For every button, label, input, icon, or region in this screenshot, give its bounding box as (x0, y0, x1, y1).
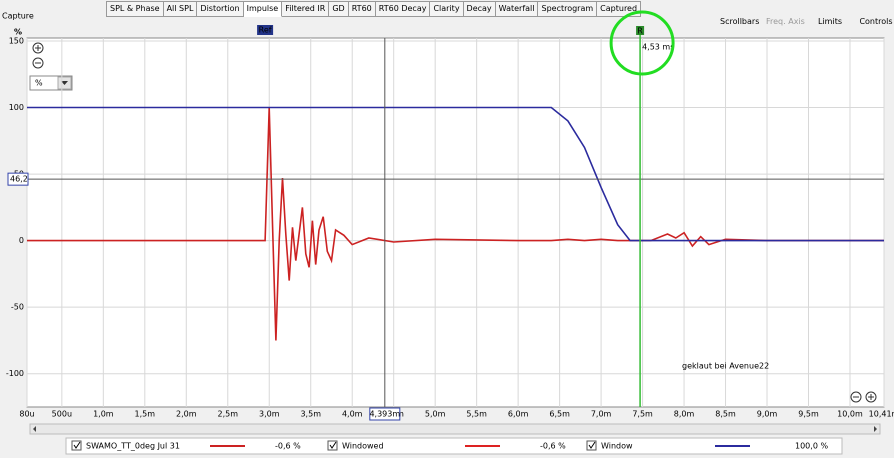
y-tick-label: -50 (11, 303, 24, 312)
tab[interactable]: RT60 (348, 1, 376, 17)
x-tick-label: 4,0m (342, 410, 363, 419)
toolbar-button[interactable]: Limits (818, 17, 842, 26)
tab[interactable]: Spectrogram (538, 1, 598, 17)
watermark: geklaut bei Avenue22 (682, 362, 769, 371)
window-marker-label: R (637, 27, 643, 36)
tab[interactable]: Impulse (243, 1, 283, 17)
legend (65, 437, 843, 455)
legend-checkbox[interactable] (586, 440, 597, 451)
plot-area (26, 37, 885, 408)
legend-checkbox[interactable] (71, 440, 82, 451)
legend-check (588, 441, 596, 449)
y-tick-label: 0 (19, 236, 24, 245)
tab[interactable]: GD (329, 1, 349, 17)
x-tick-label: 8,0m (674, 410, 695, 419)
x-tick-label: 10,41m (869, 410, 894, 419)
x-tick-label: 7,5m (632, 410, 653, 419)
tab[interactable]: Filtered IR (282, 1, 330, 17)
x-tick-label: 5,5m (466, 410, 487, 419)
ref-marker-label: Ref (259, 26, 272, 35)
tab[interactable]: Distortion (197, 1, 244, 17)
cursor-x-box (369, 407, 401, 421)
x-tick-label: 7,0m (591, 410, 612, 419)
y-tick-label: 100 (9, 103, 24, 112)
x-tick-label: 3,0m (259, 410, 280, 419)
highlight-circle (609, 10, 675, 76)
tab[interactable]: RT60 Decay (375, 1, 431, 17)
tab[interactable]: Clarity (430, 1, 464, 17)
x-tick-label: 1,0m (93, 410, 114, 419)
x-tick-label: 6,0m (508, 410, 529, 419)
legend-check (329, 441, 337, 449)
capture-label: Capture (2, 12, 34, 21)
zoom-in-icon (35, 45, 41, 51)
legend-value: 100,0 % (795, 442, 828, 451)
x-tick-label: 9,5m (798, 410, 819, 419)
y-axis-label: % (14, 28, 22, 37)
x-tick-label: 10,0m (837, 410, 863, 419)
x-tick-label: 500u (52, 410, 72, 419)
legend-value: -0,6 % (540, 442, 566, 451)
window-marker-annotation: 4,53 ms (642, 43, 674, 52)
scroll-right[interactable] (874, 426, 877, 432)
series-line (27, 106, 884, 242)
unit-dropdown-value: % (35, 79, 43, 88)
toolbar: Scrollbars Freq. Axis Limits Controls (720, 0, 894, 26)
x-tick-label: 8,5m (715, 410, 736, 419)
x-zoom-in-icon (868, 394, 874, 400)
toolbar-button[interactable]: Scrollbars (720, 17, 760, 26)
toolbar-button[interactable]: Controls (859, 17, 893, 26)
window-marker-handle (636, 26, 645, 35)
tab[interactable]: Waterfall (495, 1, 539, 17)
x-tick-label: 2,0m (176, 410, 197, 419)
series-line (27, 107, 884, 341)
scroll-left[interactable] (33, 426, 36, 432)
x-tick-label: 9,0m (757, 410, 778, 419)
tab[interactable]: SPL & Phase (106, 1, 164, 17)
cursor-y-box (7, 172, 29, 186)
x-tick-label: 80u (19, 410, 34, 419)
toolbar-button[interactable]: Freq. Axis (766, 17, 805, 26)
legend-name: Window (601, 442, 633, 451)
scrollbar[interactable] (29, 423, 881, 435)
x-tick-label: 6,5m (549, 410, 570, 419)
x-tick-label: 2,5m (218, 410, 239, 419)
x-tick-label: 3,5m (300, 410, 321, 419)
cursor-x-label: 4,393m (369, 410, 400, 419)
cursor-y-label: 46,2 (10, 175, 28, 184)
x-tick-label: 1,5m (135, 410, 156, 419)
legend-checkbox[interactable] (327, 440, 338, 451)
ref-marker (257, 25, 274, 35)
legend-value: -0,6 % (275, 442, 301, 451)
y-tick-label: 150 (9, 37, 24, 46)
x-tick-label: 5,0m (425, 410, 446, 419)
y-tick-label: -100 (6, 369, 24, 378)
legend-name: SWAMO_TT_0deg Jul 31 (86, 442, 180, 451)
legend-check (73, 441, 81, 449)
legend-name: Windowed (342, 442, 384, 451)
dropdown-arrow (61, 81, 68, 85)
tab[interactable]: Decay (463, 1, 496, 17)
tab[interactable]: All SPL (163, 1, 198, 17)
